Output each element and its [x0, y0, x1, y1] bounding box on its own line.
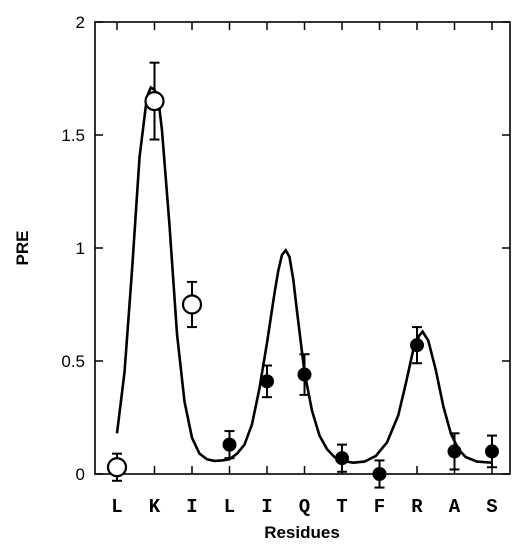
x-tick-label: K: [149, 496, 161, 518]
open-circle-point: [144, 90, 165, 112]
x-tick-label: L: [111, 496, 122, 518]
y-tick-label: 0.5: [61, 352, 85, 371]
filled-circle-point: [372, 467, 387, 481]
x-tick-label: L: [224, 496, 235, 518]
y-tick-label: 2: [76, 13, 85, 32]
open-circle-point: [181, 294, 203, 315]
plot-area-frame: [94, 21, 511, 475]
y-axis-title: PRE: [13, 231, 32, 266]
filled-circle-point: [335, 451, 349, 466]
x-axis-title: Residues: [264, 523, 340, 542]
fit-curve-line: [115, 85, 493, 465]
x-tick-label: T: [336, 496, 347, 518]
filled-circle-point: [222, 437, 237, 452]
x-tick-label: I: [261, 496, 272, 518]
y-tick-label: 1.5: [61, 126, 85, 145]
filled-circle-point: [297, 367, 312, 382]
y-axis-ticks: 0 0.5 1 1.5 2: [61, 13, 510, 484]
filled-circle-point: [260, 374, 274, 389]
y-tick-label: 0: [76, 465, 85, 484]
filled-circle-point: [447, 444, 462, 459]
x-tick-label: I: [186, 496, 197, 518]
filled-circle-point: [485, 444, 499, 459]
x-tick-label: S: [486, 496, 497, 518]
x-tick-label: R: [411, 496, 423, 518]
filled-circle-point: [410, 338, 424, 353]
y-tick-label: 1: [76, 239, 85, 258]
x-tick-label: F: [374, 496, 385, 518]
x-tick-label: A: [449, 496, 461, 518]
open-circle-point: [106, 457, 128, 478]
x-tick-label: Q: [299, 496, 310, 518]
data-points: [106, 61, 499, 489]
